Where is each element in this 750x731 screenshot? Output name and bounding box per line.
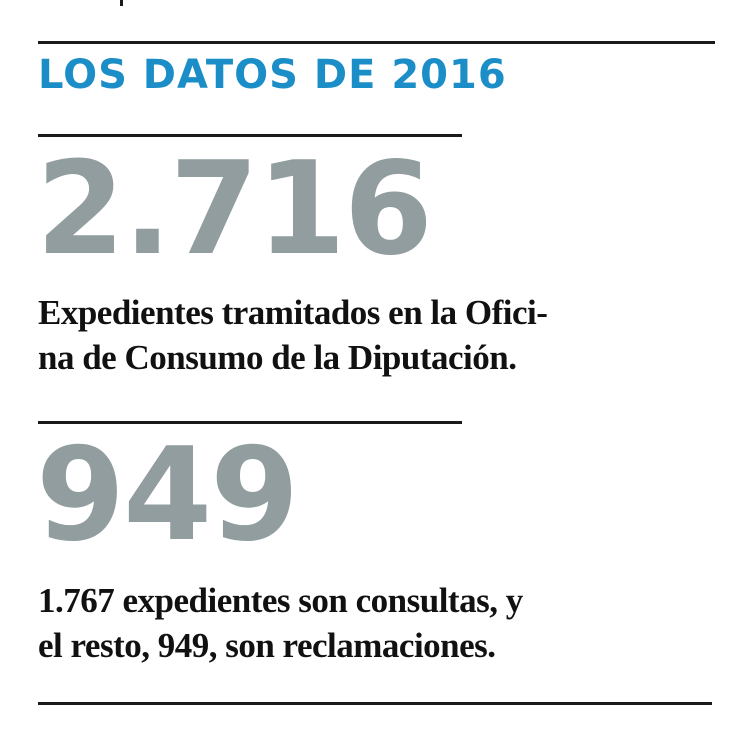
figure: 949	[36, 421, 299, 570]
description-line: na de Consumo de la Diputación.	[38, 338, 517, 377]
description: Expedientes tramitados en la Ofici- na d…	[38, 290, 548, 380]
description-line: Expedientes tramitados en la Ofici-	[38, 293, 548, 332]
decoration	[120, 0, 123, 6]
description-line: el resto, 949, son reclamaciones.	[38, 626, 496, 665]
description-line: 1.767 expedientes son consultas, y	[38, 581, 523, 620]
description: 1.767 expedientes son consultas, y el re…	[38, 578, 523, 668]
rule	[38, 41, 715, 44]
title: LOS DATOS DE 2016	[38, 52, 507, 98]
rule	[38, 134, 462, 137]
figure: 2.716	[36, 135, 433, 284]
rule	[38, 702, 712, 705]
rule	[38, 421, 462, 424]
